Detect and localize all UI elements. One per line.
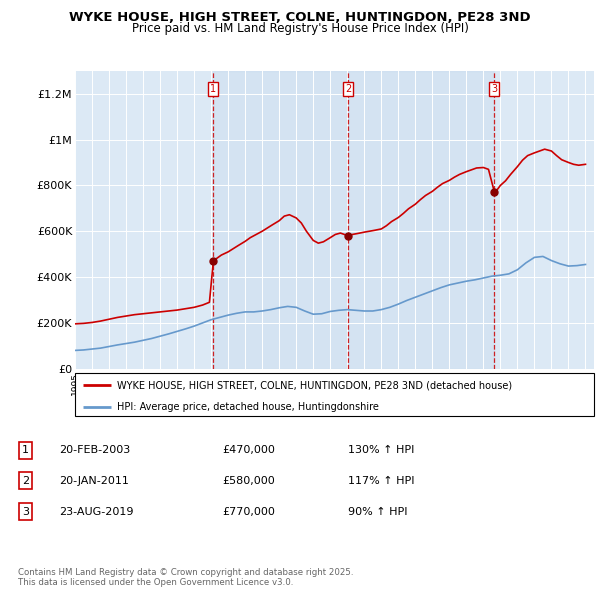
Text: 90% ↑ HPI: 90% ↑ HPI — [348, 507, 407, 516]
Text: 3: 3 — [22, 507, 29, 516]
Text: 1: 1 — [22, 445, 29, 455]
Text: Price paid vs. HM Land Registry's House Price Index (HPI): Price paid vs. HM Land Registry's House … — [131, 22, 469, 35]
Bar — [348, 71, 494, 369]
Text: 20-JAN-2011: 20-JAN-2011 — [59, 476, 128, 486]
Text: Contains HM Land Registry data © Crown copyright and database right 2025.
This d: Contains HM Land Registry data © Crown c… — [18, 568, 353, 587]
Text: £580,000: £580,000 — [222, 476, 275, 486]
Text: 2: 2 — [345, 84, 352, 94]
Text: HPI: Average price, detached house, Huntingdonshire: HPI: Average price, detached house, Hunt… — [116, 402, 379, 412]
Text: 130% ↑ HPI: 130% ↑ HPI — [348, 445, 415, 455]
Text: 20-FEB-2003: 20-FEB-2003 — [59, 445, 130, 455]
Text: 2: 2 — [22, 476, 29, 486]
Text: 1: 1 — [210, 84, 217, 94]
Bar — [214, 71, 348, 369]
Text: 23-AUG-2019: 23-AUG-2019 — [59, 507, 133, 516]
Text: WYKE HOUSE, HIGH STREET, COLNE, HUNTINGDON, PE28 3ND: WYKE HOUSE, HIGH STREET, COLNE, HUNTINGD… — [69, 11, 531, 24]
Text: 3: 3 — [491, 84, 497, 94]
Text: 117% ↑ HPI: 117% ↑ HPI — [348, 476, 415, 486]
Text: £770,000: £770,000 — [222, 507, 275, 516]
Text: WYKE HOUSE, HIGH STREET, COLNE, HUNTINGDON, PE28 3ND (detached house): WYKE HOUSE, HIGH STREET, COLNE, HUNTINGD… — [116, 381, 512, 391]
Text: £470,000: £470,000 — [222, 445, 275, 455]
